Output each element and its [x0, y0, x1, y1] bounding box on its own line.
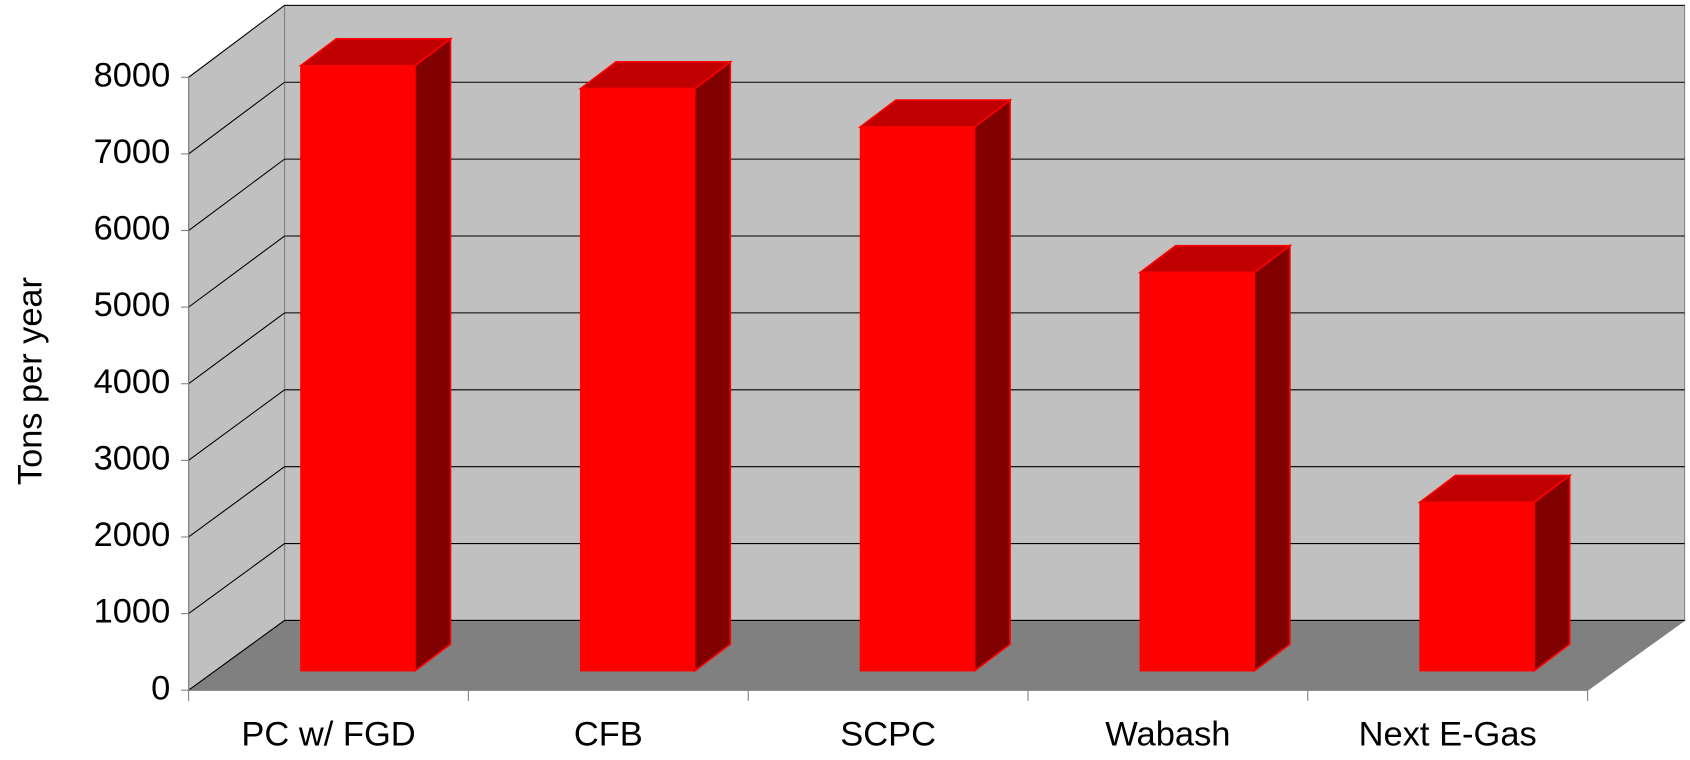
grid-line	[188, 312, 285, 385]
bar-side	[973, 98, 1011, 673]
x-tick-label: Next E-Gas	[1359, 715, 1537, 753]
grid-line	[188, 235, 285, 308]
bar	[579, 88, 696, 672]
y-tick-label: 4000	[94, 363, 171, 401]
bar-side	[1533, 473, 1571, 673]
bar	[1419, 501, 1535, 672]
bar-side	[1253, 244, 1291, 673]
bar-side	[693, 60, 732, 673]
y-tick-label: 3000	[94, 439, 171, 477]
x-tick-label: SCPC	[840, 715, 936, 753]
grid-line	[188, 158, 285, 231]
grid-line	[188, 466, 285, 538]
y-tick-label: 8000	[94, 56, 171, 94]
grid-line	[188, 81, 285, 155]
y-tick-label: 0	[151, 669, 170, 707]
x-tick-label: Wabash	[1105, 715, 1230, 753]
y-tick-label: 5000	[94, 286, 171, 324]
bar	[1139, 271, 1255, 672]
y-tick-label: 2000	[94, 516, 171, 554]
y-axis-label: Tons per year	[11, 277, 49, 485]
plot-area: Tons per year 0 1000 2000 3000 4000 5000 6000 7…	[11, 4, 1687, 753]
bar-side	[414, 37, 452, 673]
x-tick-label: CFB	[574, 715, 643, 753]
y-tick-label: 1000	[94, 593, 171, 631]
y-tick-label: 7000	[94, 133, 171, 171]
y-tick-label: 6000	[94, 210, 171, 248]
x-tick-label: PC w/ FGD	[241, 715, 415, 753]
grid-line	[188, 619, 285, 691]
bar	[300, 65, 416, 672]
grid-line	[188, 389, 285, 461]
grid-line	[188, 543, 285, 615]
grid-line	[188, 4, 285, 78]
bar	[859, 126, 976, 672]
